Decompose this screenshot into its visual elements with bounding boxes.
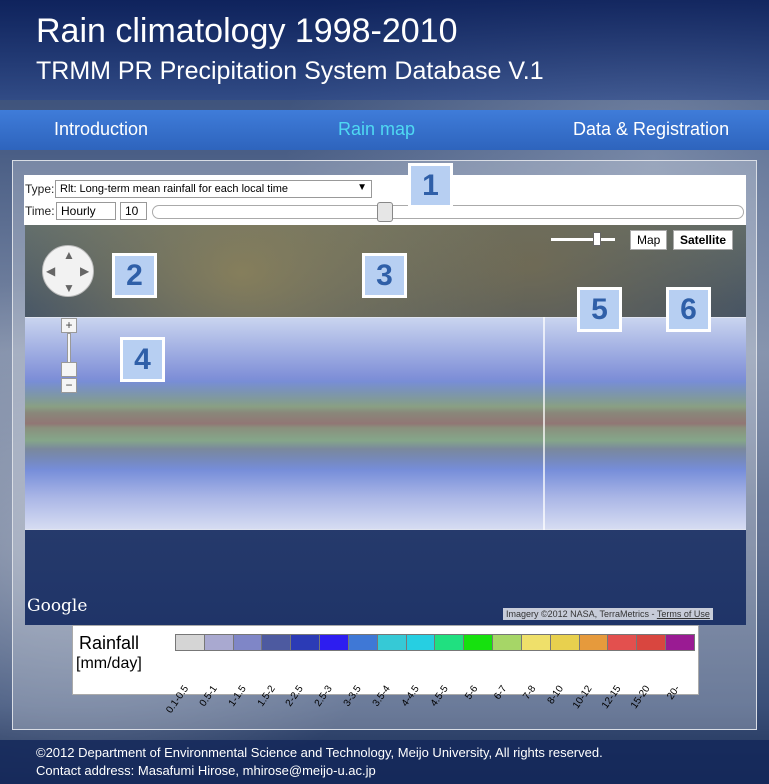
legend-swatch — [348, 635, 378, 650]
map-attribution: Imagery ©2012 NASA, TerraMetrics - Terms… — [503, 608, 713, 620]
legend-title: Rainfall — [79, 633, 140, 653]
legend-swatch — [233, 635, 263, 650]
legend-swatch — [493, 635, 522, 650]
time-unit-field[interactable]: Hourly — [56, 202, 116, 220]
opacity-slider-track — [551, 238, 615, 241]
type-label: Type: — [25, 182, 55, 196]
footer: ©2012 Department of Environmental Scienc… — [0, 740, 769, 784]
terms-of-use-link[interactable]: Terms of Use — [656, 609, 710, 619]
opacity-slider-thumb[interactable] — [593, 232, 601, 246]
time-value-field[interactable]: 10 — [120, 202, 147, 220]
legend-swatches — [175, 634, 695, 651]
overlay-seam — [543, 317, 545, 530]
callout-1: 1 — [408, 163, 453, 208]
pan-down-icon[interactable]: ▼ — [63, 281, 75, 295]
zoom-in-button[interactable]: + — [61, 318, 77, 333]
pan-right-icon[interactable]: ▶ — [80, 264, 90, 278]
callout-5: 5 — [577, 287, 622, 332]
callout-2: 2 — [112, 253, 157, 298]
callout-4: 4 — [120, 337, 165, 382]
legend-swatch — [464, 635, 494, 650]
page-subtitle: TRMM PR Precipitation System Database V.… — [36, 57, 544, 85]
copyright-text: ©2012 Department of Environmental Scienc… — [36, 745, 603, 760]
legend-swatch — [320, 635, 349, 650]
rainfall-legend: Rainfall [mm/day] 0.1-0.5 0.5-1 1-1.5 1.5-2… — [72, 625, 699, 716]
nav-bar: Introduction Rain map Data & Registratio… — [0, 110, 769, 150]
legend-swatch — [637, 635, 667, 650]
callout-6: 6 — [666, 287, 711, 332]
zoom-slider-thumb[interactable] — [61, 362, 77, 377]
pan-up-icon[interactable]: ▲ — [63, 248, 75, 262]
nav-introduction[interactable]: Introduction — [54, 119, 149, 139]
legend-swatch — [377, 635, 407, 650]
chevron-down-icon: ▼ — [357, 182, 367, 193]
legend-swatch — [608, 635, 638, 650]
legend-swatch — [666, 635, 694, 650]
callout-3: 3 — [362, 253, 407, 298]
legend-swatch — [550, 635, 580, 650]
legend-swatch — [579, 635, 609, 650]
nav-data-registration[interactable]: Data & Registration — [573, 119, 730, 139]
pan-left-icon[interactable]: ◀ — [46, 264, 56, 278]
legend-swatch — [262, 635, 292, 650]
zoom-out-button[interactable]: − — [61, 378, 77, 393]
legend-swatch — [435, 635, 465, 650]
legend-unit: [mm/day] — [76, 655, 142, 672]
legend-swatch — [291, 635, 321, 650]
legend-ticks: 0.1-0.5 0.5-1 1-1.5 1.5-2 2-2.5 2.5-3 3-3.5 3.5… — [164, 652, 695, 716]
pan-control[interactable]: ▲ ▼ ◀ ▶ — [42, 245, 94, 297]
attribution-text: Imagery ©2012 NASA, TerraMetrics - — [506, 609, 655, 619]
legend-swatch — [204, 635, 234, 650]
legend-swatch — [521, 635, 551, 650]
time-slider-thumb[interactable] — [376, 202, 393, 222]
nav-rain-map[interactable]: Rain map — [338, 119, 416, 139]
legend-swatch — [406, 635, 436, 650]
map-type-map-button[interactable]: Map — [630, 230, 668, 250]
site-header: Rain climatology 1998-2010 TRMM PR Preci… — [0, 0, 769, 100]
opacity-slider[interactable] — [551, 232, 615, 246]
contact-text: Contact address: Masafumi Hirose, mhiros… — [36, 763, 376, 778]
google-logo: Google — [27, 596, 88, 616]
zoom-slider[interactable] — [67, 333, 71, 363]
time-label: Time: — [25, 204, 55, 218]
legend-swatch — [176, 635, 205, 650]
zoom-control: + − — [61, 318, 77, 393]
map-type-satellite-button[interactable]: Satellite — [673, 230, 734, 250]
page-title: Rain climatology 1998-2010 — [36, 12, 458, 50]
type-select[interactable]: Rlt: Long-term mean rainfall for each lo… — [55, 180, 372, 198]
type-select-value: Rlt: Long-term mean rainfall for each lo… — [60, 183, 289, 195]
